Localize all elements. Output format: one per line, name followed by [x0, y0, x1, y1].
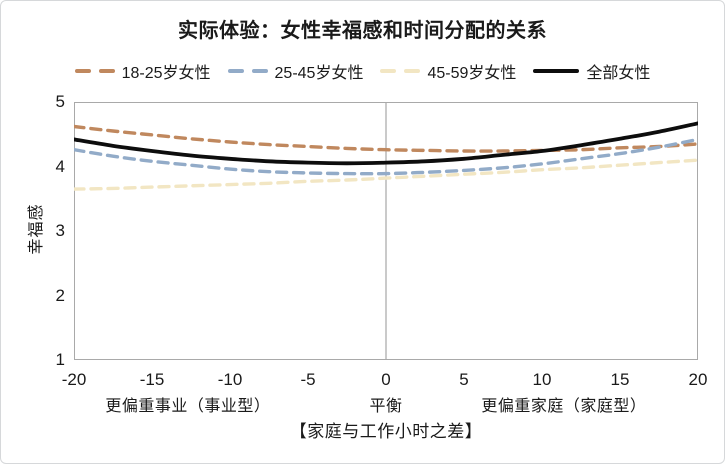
x-tick-label: 0: [381, 370, 391, 389]
x-axis-title: 【家庭与工作小时之差】: [289, 422, 483, 441]
legend-label: 18-25岁女性: [121, 65, 211, 82]
dashed-line-swatch-icon: [227, 69, 268, 73]
series-line-1: [74, 137, 698, 176]
y-tick-label: 4: [55, 156, 65, 176]
chart-title: 实际体验：女性幸福感和时间分配的关系: [178, 20, 547, 42]
x-tick-label: 10: [532, 370, 552, 389]
legend: 18-25岁女性 25-45岁女性 45-59岁女性 全部女性: [1, 59, 724, 83]
x-tick-label: 20: [688, 370, 708, 389]
x-tick-label: 5: [459, 370, 469, 389]
legend-label: 25-45岁女性: [274, 65, 364, 82]
plot-area: [74, 102, 698, 360]
dashed-line-swatch-icon: [380, 69, 421, 73]
plot-border: [74, 102, 698, 360]
legend-item-1: 25-45岁女性: [227, 59, 364, 83]
dashed-line-swatch-icon: [74, 69, 115, 73]
legend-item-2: 45-59岁女性: [380, 59, 516, 83]
x-tick-label: -20: [61, 370, 87, 389]
y-tick-label: 5: [55, 92, 65, 111]
solid-line-swatch-icon: [533, 69, 580, 73]
x-zone-label-2: 更偏重家庭（家庭型）: [481, 398, 647, 415]
legend-label: 全部女性: [586, 65, 651, 82]
series-line-3: [74, 121, 698, 166]
series-line-2: [74, 158, 698, 191]
legend-item-3: 全部女性: [533, 59, 650, 83]
x-zone-label-1: 平衡: [369, 398, 403, 415]
series-line-0: [74, 124, 698, 153]
x-tick-label: -5: [300, 370, 316, 389]
x-tick-label: -15: [139, 370, 165, 389]
legend-item-0: 18-25岁女性: [74, 59, 211, 83]
legend-label: 45-59岁女性: [427, 65, 517, 82]
y-tick-label: 2: [55, 285, 65, 305]
x-zone-label-0: 更偏重事业（事业型）: [105, 398, 271, 415]
x-tick-label: 15: [610, 370, 630, 389]
y-tick-label: 3: [55, 221, 65, 240]
y-tick-label: 1: [55, 350, 65, 369]
x-tick-label: -10: [217, 370, 243, 389]
